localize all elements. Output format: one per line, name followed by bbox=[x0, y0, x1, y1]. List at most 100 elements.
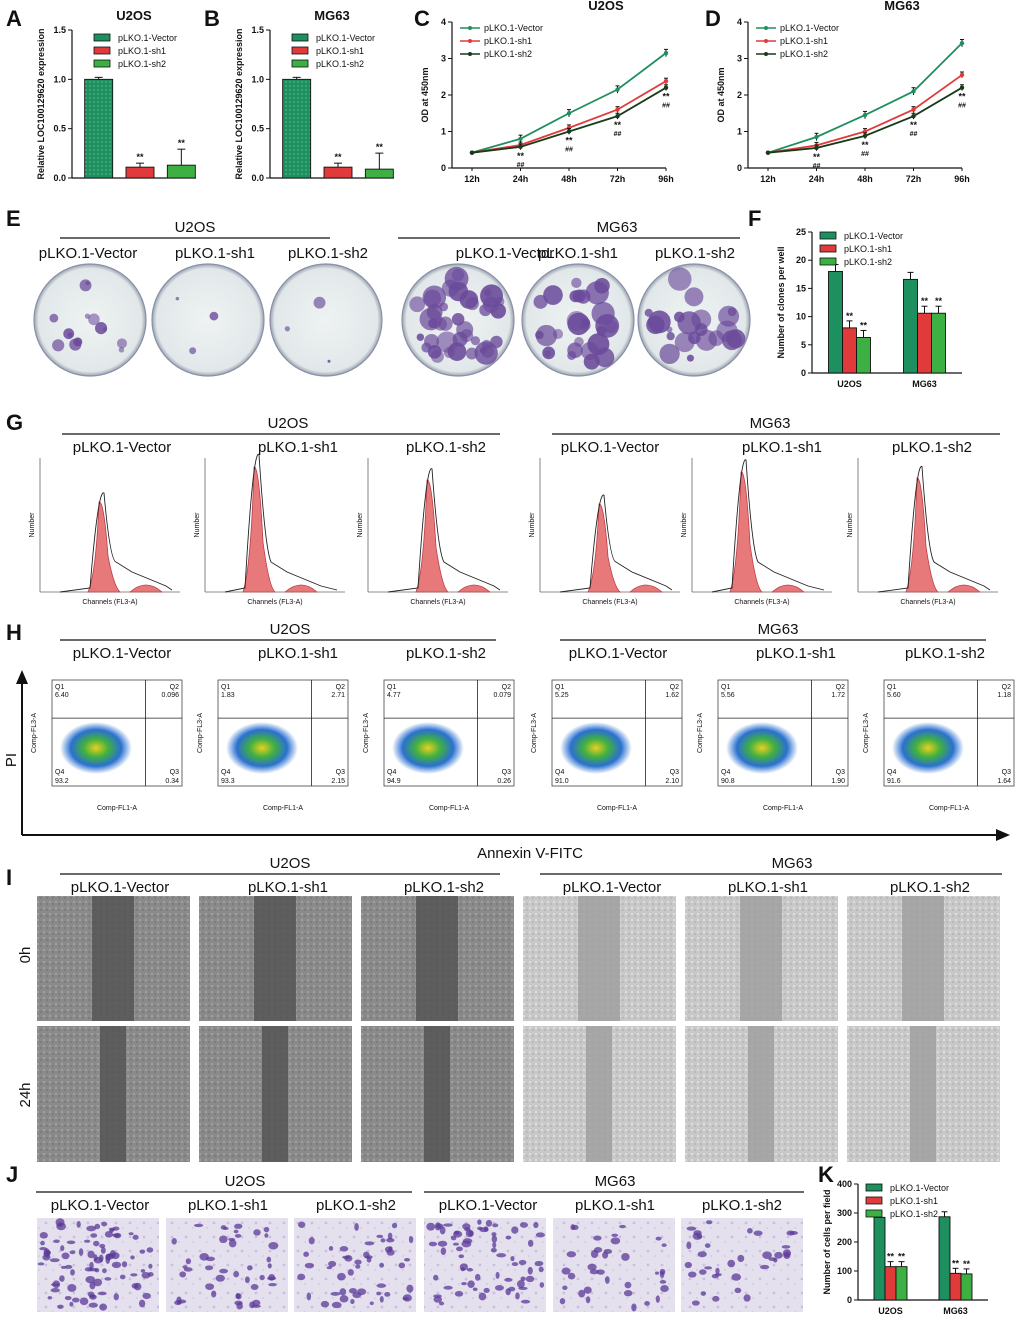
invaded-cell bbox=[364, 1241, 375, 1246]
invaded-cell bbox=[386, 1249, 395, 1256]
data-point bbox=[959, 85, 965, 90]
colony bbox=[175, 296, 180, 301]
significance-star: ** bbox=[662, 92, 670, 102]
invaded-cell bbox=[93, 1240, 100, 1247]
colony bbox=[423, 289, 442, 307]
chart-xtick-label: 12h bbox=[760, 174, 776, 184]
invaded-cell bbox=[391, 1222, 398, 1229]
dotplot-xlabel: Comp-FL1-A bbox=[763, 805, 803, 812]
significance-star: ** bbox=[958, 92, 966, 102]
invaded-cell bbox=[533, 1221, 539, 1229]
invaded-cell bbox=[566, 1251, 577, 1258]
invaded-cell bbox=[49, 1258, 60, 1263]
invaded-cell bbox=[121, 1261, 128, 1268]
chart-xtick-label: 72h bbox=[610, 174, 626, 184]
invaded-cell bbox=[99, 1243, 106, 1249]
invaded-cell bbox=[132, 1234, 139, 1240]
wound-cell-label: MG63 bbox=[772, 855, 813, 872]
invaded-cell bbox=[182, 1265, 188, 1269]
data-point bbox=[911, 113, 916, 119]
chart-ytick-label: 0 bbox=[441, 163, 446, 173]
invaded-cell bbox=[686, 1241, 692, 1250]
colony bbox=[481, 339, 492, 350]
chart-ylabel: Number of cells per field bbox=[822, 1189, 832, 1294]
data-point bbox=[518, 144, 523, 150]
invaded-cell bbox=[760, 1264, 770, 1270]
invaded-cell bbox=[578, 1289, 586, 1298]
dotplot-population bbox=[726, 722, 798, 774]
transwell-group-label: pLKO.1-Vector bbox=[439, 1197, 537, 1214]
cycle-cell-label: U2OS bbox=[268, 415, 309, 432]
invaded-cell bbox=[69, 1301, 74, 1307]
q2-value: 0.079 bbox=[493, 692, 511, 699]
invaded-cell bbox=[55, 1218, 65, 1227]
significance-label: ** bbox=[178, 138, 186, 148]
q1-name: Q1 bbox=[221, 684, 230, 691]
invaded-cell bbox=[504, 1277, 513, 1282]
invaded-cell bbox=[596, 1269, 605, 1275]
chart-ytick-label: 400 bbox=[837, 1179, 852, 1189]
transwell-group-label: pLKO.1-sh1 bbox=[188, 1197, 268, 1214]
q3-name: Q3 bbox=[336, 769, 345, 776]
invaded-cell bbox=[456, 1246, 463, 1252]
transwell-group-label: pLKO.1-sh2 bbox=[316, 1197, 396, 1214]
invaded-cell bbox=[113, 1293, 119, 1301]
dotplot-xlabel: Comp-FL1-A bbox=[263, 805, 303, 812]
invaded-cell bbox=[339, 1295, 349, 1303]
bar bbox=[323, 166, 353, 179]
chart-ytick-label: 0.0 bbox=[53, 173, 66, 183]
invaded-cell bbox=[510, 1256, 515, 1262]
invaded-cell bbox=[585, 1296, 591, 1304]
invaded-cell bbox=[433, 1274, 439, 1281]
data-point bbox=[862, 133, 868, 139]
invaded-cell bbox=[686, 1226, 697, 1231]
invaded-cell bbox=[705, 1220, 713, 1225]
colony bbox=[49, 313, 59, 323]
invaded-cell bbox=[535, 1232, 546, 1238]
invaded-cell bbox=[379, 1296, 384, 1303]
colony bbox=[85, 281, 90, 286]
invaded-cell bbox=[369, 1301, 374, 1306]
colony bbox=[88, 313, 100, 326]
colony bbox=[674, 311, 685, 323]
q2-value: 2.71 bbox=[331, 692, 345, 699]
g1-peak bbox=[87, 501, 122, 593]
bar bbox=[938, 1216, 951, 1301]
colony-cell-label: MG63 bbox=[597, 219, 638, 236]
chart-ytick-label: 10 bbox=[796, 312, 806, 322]
colony bbox=[567, 350, 577, 360]
colony bbox=[684, 287, 704, 307]
wound-time-label: 0h bbox=[17, 947, 34, 964]
chart-ylabel: Relative LOC100129620 expression bbox=[234, 28, 244, 179]
invaded-cell bbox=[433, 1296, 443, 1303]
chart-legend-swatch bbox=[93, 46, 111, 55]
chart-xtick-label: 48h bbox=[561, 174, 577, 184]
panel-label-c: C bbox=[414, 6, 430, 31]
significance-label: ** bbox=[963, 1259, 971, 1269]
chart-xtick-label: 96h bbox=[658, 174, 674, 184]
invaded-cell bbox=[308, 1237, 315, 1245]
invaded-cell bbox=[587, 1263, 597, 1271]
colony-group-label: pLKO.1-sh1 bbox=[538, 245, 618, 262]
chart-legend-label: pLKO.1-Vector bbox=[118, 33, 177, 43]
invaded-cell bbox=[511, 1226, 519, 1234]
invaded-cell bbox=[508, 1286, 516, 1292]
dotplot-xlabel: Comp-FL1-A bbox=[97, 805, 137, 812]
invaded-cell bbox=[102, 1268, 107, 1274]
invaded-cell bbox=[185, 1258, 192, 1265]
wound-time-label: 24h bbox=[17, 1082, 34, 1107]
invaded-cell bbox=[220, 1225, 227, 1230]
invaded-cell bbox=[233, 1229, 239, 1234]
colony bbox=[460, 329, 474, 343]
invaded-cell bbox=[491, 1232, 497, 1237]
flow-group-label: pLKO.1-sh1 bbox=[258, 645, 338, 662]
invaded-cell bbox=[303, 1251, 310, 1257]
flow-group-label: pLKO.1-sh2 bbox=[406, 645, 486, 662]
bar bbox=[873, 1216, 886, 1301]
chart-ytick-label: 1.5 bbox=[251, 25, 264, 35]
colony bbox=[571, 277, 582, 289]
colony bbox=[52, 339, 65, 352]
invaded-cell bbox=[148, 1263, 153, 1269]
chart-legend-label: pLKO.1-Vector bbox=[780, 23, 839, 33]
